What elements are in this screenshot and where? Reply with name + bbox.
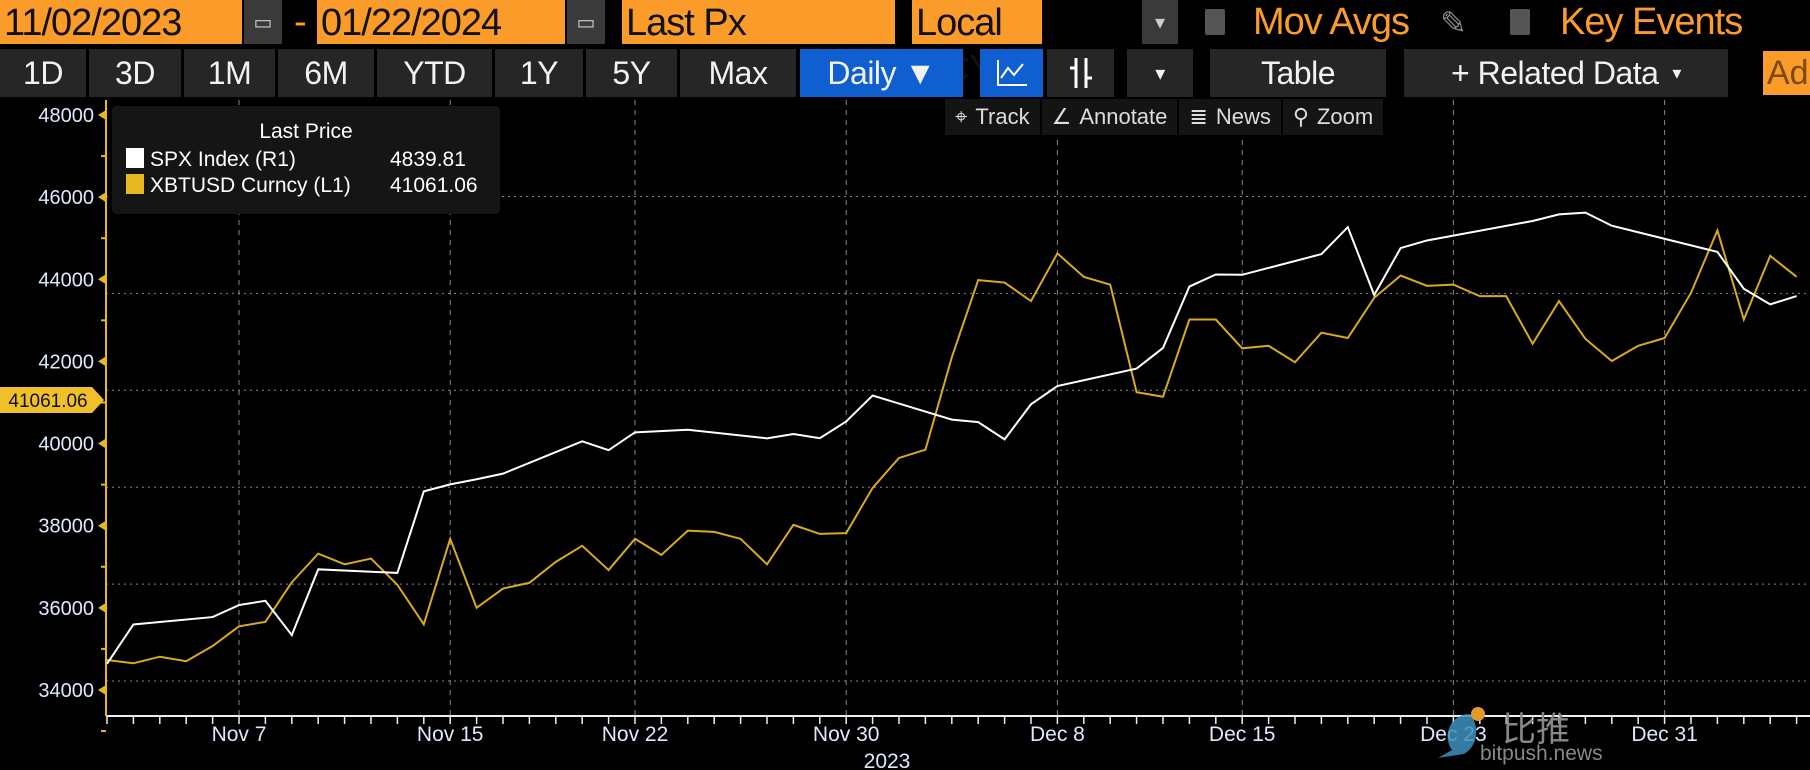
y-axis-tick	[98, 274, 106, 285]
magnifier-icon: ⚲	[1292, 104, 1309, 129]
news-tool[interactable]: ≣ News	[1179, 99, 1283, 135]
frequency-dropdown[interactable]: Daily ▼	[800, 49, 963, 97]
calendar-icon[interactable]: ▭	[244, 0, 282, 44]
start-date-input[interactable]: 11/02/2023	[0, 0, 242, 44]
bird-logo-icon	[1438, 707, 1485, 758]
last-value-tag	[0, 386, 104, 413]
mov-avgs-checkbox[interactable]	[1205, 9, 1225, 35]
x-tick-label: Dec 8	[1030, 723, 1085, 746]
x-tick-label: Nov 7	[212, 723, 267, 746]
related-data-label: + Related Data	[1451, 54, 1659, 91]
series-line-spx	[106, 211, 1797, 665]
chart-type-dropdown-button[interactable]: ▾	[1127, 49, 1193, 97]
pencil-icon[interactable]: ✎	[1440, 5, 1467, 41]
annotate-tool[interactable]: ∠ Annotate	[1042, 99, 1180, 135]
range-1d-button[interactable]: 1D	[0, 49, 86, 97]
watermark-text: 比推	[1502, 711, 1570, 749]
zoom-tool[interactable]: ⚲ Zoom	[1283, 99, 1383, 135]
y-tick-label: 38000	[38, 516, 94, 538]
ad-button[interactable]: Ad	[1763, 51, 1810, 95]
x-tick-label: Nov 30	[813, 723, 880, 746]
news-label: News	[1215, 104, 1271, 129]
range-1m-button[interactable]: 1M	[184, 49, 275, 97]
key-events-checkbox[interactable]	[1510, 9, 1530, 35]
related-data-button[interactable]: + Related Data ▾	[1404, 49, 1728, 97]
range-1y-button[interactable]: 1Y	[495, 49, 583, 97]
chevron-down-icon: ▾	[1672, 62, 1681, 83]
x-tick-label: Dec 31	[1631, 723, 1698, 746]
legend-series-name: SPX Index (R1)	[150, 148, 296, 171]
zoom-label: Zoom	[1316, 104, 1374, 129]
y-axis-tick	[98, 602, 106, 613]
track-tool[interactable]: ⌖ Track	[945, 99, 1042, 135]
bar-chart-icon[interactable]	[1047, 49, 1114, 97]
mov-avgs-label: Mov Avgs	[1253, 1, 1410, 43]
watermark: 比推 bitpush.news	[1430, 700, 1800, 770]
y-tick-label: 40000	[38, 434, 94, 456]
x-tick-label: Nov 15	[417, 723, 484, 746]
line-chart-icon[interactable]	[980, 49, 1043, 97]
crosshair-icon: ⌖	[955, 104, 968, 129]
y-tick-label: 44000	[38, 269, 94, 291]
series-line-xbtusd	[106, 227, 1798, 665]
y-axis-tick	[98, 684, 106, 695]
track-label: Track	[975, 104, 1030, 129]
end-date-input[interactable]: 01/22/2024	[317, 0, 565, 44]
field-select[interactable]: Last Px	[622, 0, 895, 44]
date-separator: -	[294, 1, 307, 43]
key-events-label: Key Events	[1560, 1, 1743, 43]
last-value-label: 41061.06	[8, 391, 87, 412]
news-icon: ≣	[1189, 104, 1208, 129]
legend-series-value: 41061.06	[390, 174, 478, 197]
legend-series-value: 4839.81	[390, 148, 466, 171]
y-tick-label: 36000	[38, 598, 94, 620]
legend-swatch	[126, 148, 144, 168]
y-tick-label: 46000	[38, 187, 94, 209]
x-tick-label: Nov 22	[602, 723, 669, 746]
range-5y-button[interactable]: 5Y	[586, 49, 677, 97]
table-button[interactable]: Table	[1210, 49, 1386, 97]
legend-item-spx: SPX Index (R1) 4839.81	[126, 148, 500, 172]
chart-tools-bar: ⌖ Track ∠ Annotate ≣ News ⚲ Zoom	[945, 99, 1384, 135]
range-3d-button[interactable]: 3D	[89, 49, 181, 97]
legend-item-xbt: XBTUSD Curncy (L1) 41061.06	[126, 174, 500, 198]
y-tick-label: 48000	[38, 105, 94, 127]
range-ytd-button[interactable]: YTD	[377, 49, 492, 97]
range-max-button[interactable]: Max	[680, 49, 796, 97]
y-axis-tick	[98, 110, 106, 120]
legend-swatch	[126, 174, 144, 194]
y-axis-tick	[98, 438, 106, 449]
calendar-icon[interactable]: ▭	[567, 0, 605, 44]
legend: Last Price SPX Index (R1) 4839.81 XBTUSD…	[112, 106, 500, 214]
x-tick-label: Dec 15	[1209, 723, 1276, 746]
watermark-subtext: bitpush.news	[1480, 742, 1603, 765]
currency-dropdown-button[interactable]: ▾	[1142, 0, 1178, 44]
x-year-label: 2023	[864, 750, 911, 770]
y-axis-tick	[98, 356, 106, 367]
annotate-label: Annotate	[1079, 104, 1168, 129]
legend-series-name: XBTUSD Curncy (L1)	[150, 174, 351, 197]
y-axis-tick	[98, 520, 106, 531]
pen-icon: ∠	[1051, 104, 1072, 129]
y-tick-label: 42000	[38, 351, 94, 373]
y-axis-tick	[98, 192, 106, 203]
legend-title: Last Price	[259, 120, 353, 143]
y-tick-label: 34000	[38, 680, 94, 702]
range-6m-button[interactable]: 6M	[278, 49, 374, 97]
